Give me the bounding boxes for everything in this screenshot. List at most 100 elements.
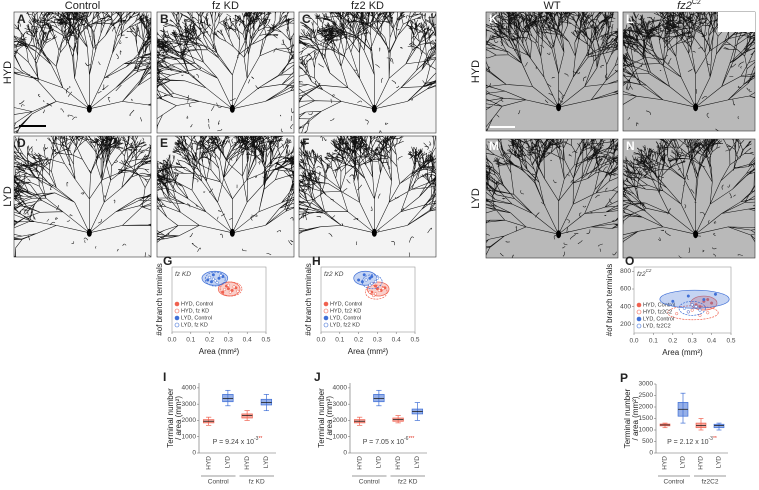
micrograph <box>485 11 619 132</box>
legend-label: HYD, Control <box>181 301 213 307</box>
panel-letter: K <box>489 12 498 26</box>
panel-letter: H <box>312 254 321 268</box>
dendrite <box>299 12 436 133</box>
data-point <box>219 274 223 278</box>
legend-marker <box>323 308 329 314</box>
dendrite <box>14 136 151 257</box>
legend-label: LYD, fz2C2 <box>643 323 671 329</box>
micrograph <box>156 135 295 258</box>
soma <box>371 228 377 237</box>
x-tick-label: 0.3 <box>688 338 697 345</box>
p-stars: ** <box>713 436 717 442</box>
x-tick-label: 0.0 <box>316 337 325 344</box>
x-tick-label: 0.1 <box>186 337 195 344</box>
y-tick-label: 3000 <box>333 401 348 408</box>
y-tick-label: 2000 <box>333 417 348 424</box>
data-point <box>372 294 376 298</box>
y-axis-label: Terminal number <box>317 388 326 448</box>
column-header: WT <box>543 0 560 12</box>
legend-label: HYD, fz2 KD <box>330 308 361 314</box>
panel-letter: O <box>625 254 634 268</box>
legend-marker <box>323 301 329 307</box>
legend-marker <box>174 315 180 321</box>
dendrite <box>157 12 294 133</box>
x-tick-label: 0.5 <box>410 337 419 344</box>
row-label: HYD <box>2 61 14 84</box>
y-axis-label: Terminal number <box>623 388 632 448</box>
legend-marker <box>636 323 642 329</box>
title-sup: C2 <box>646 268 652 273</box>
y-axis-label: / area (mm²) <box>631 396 640 440</box>
y-axis-label: / area (mm²) <box>174 396 183 440</box>
x-tick-label: 0.2 <box>354 337 363 344</box>
confidence-ellipse <box>204 271 226 287</box>
data-point <box>694 305 698 309</box>
data-point <box>208 275 212 279</box>
legend-marker <box>174 301 180 307</box>
data-point <box>698 308 702 312</box>
data-point <box>710 301 714 305</box>
p-exponent: -3 <box>254 436 259 442</box>
p-stars: ** <box>258 436 262 442</box>
y-tick-label: 3000 <box>182 401 197 408</box>
soma <box>229 228 235 237</box>
panel-letter: C <box>302 12 311 26</box>
category-label: HYD <box>356 456 363 470</box>
y-tick-label: 0 <box>192 450 196 457</box>
data-point <box>364 278 368 282</box>
panel-letter: J <box>314 370 321 384</box>
data-point <box>232 285 236 289</box>
data-point <box>230 288 234 292</box>
data-point <box>215 281 219 285</box>
data-point <box>375 276 379 280</box>
confidence-ellipse <box>678 301 706 316</box>
category-label: LYD <box>680 456 687 468</box>
data-point <box>368 276 372 280</box>
legend-marker <box>174 322 180 328</box>
data-point <box>223 287 227 292</box>
x-tick-label: 0.2 <box>205 337 214 344</box>
panel-letter: M <box>489 139 499 153</box>
p-value: P = 9.24 x 10-3** <box>213 436 263 446</box>
data-point <box>706 311 710 315</box>
header-text: fz2 <box>677 0 692 12</box>
title-text: fz2 <box>637 271 646 278</box>
micrograph <box>485 138 619 259</box>
box <box>222 394 234 403</box>
data-point <box>698 313 702 317</box>
legend-marker <box>636 309 642 315</box>
p-text: P = 7.05 x 10 <box>363 439 404 446</box>
dendrite <box>299 136 436 257</box>
panel-letter: G <box>163 254 172 268</box>
plot-frame <box>633 266 732 334</box>
data-point <box>211 273 215 277</box>
data-point <box>682 306 686 310</box>
y-tick-label: 500 <box>642 438 653 445</box>
category-label: LYD <box>414 456 421 468</box>
category-label: LYD <box>263 456 270 468</box>
header-sup: C2 <box>692 0 701 6</box>
x-tick-label: 0.5 <box>726 338 735 345</box>
plot-frame <box>320 266 416 333</box>
y-tick-label: 2000 <box>639 404 654 411</box>
data-point <box>211 277 215 281</box>
category-label: LYD <box>716 456 723 468</box>
legend-label: HYD, fz2C2 <box>643 309 672 315</box>
legend-marker <box>636 316 642 322</box>
data-point <box>686 294 690 298</box>
legend-label: LYD, fz KD <box>181 322 208 328</box>
y-tick-label: 600 <box>620 286 631 293</box>
y-tick-label: 1000 <box>182 433 197 440</box>
dendrite <box>486 139 618 258</box>
data-point <box>702 298 706 302</box>
panel-letter: P <box>620 371 628 385</box>
data-point <box>206 278 210 282</box>
column-header: fz2 KD <box>351 0 384 12</box>
data-point <box>217 276 221 280</box>
soma <box>371 104 377 113</box>
panel-letter: E <box>160 136 168 150</box>
row-label: LYD <box>470 188 482 209</box>
panel-letter: A <box>17 12 26 26</box>
legend-label: HYD, Control <box>643 302 675 308</box>
p-exponent: -3 <box>708 436 713 442</box>
